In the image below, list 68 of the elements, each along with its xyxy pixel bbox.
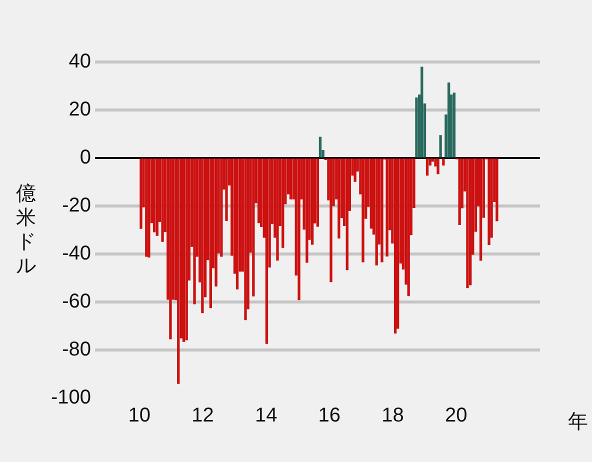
- bar: [140, 158, 142, 229]
- bar: [236, 158, 239, 290]
- bar: [330, 158, 332, 282]
- bar: [156, 158, 158, 236]
- bar: [354, 158, 356, 182]
- bar: [214, 158, 218, 286]
- x-axis-title: 年: [568, 410, 588, 435]
- bar: [407, 158, 410, 296]
- bar: [466, 158, 469, 288]
- y-tick-label: 20: [68, 98, 91, 121]
- bar: [442, 158, 445, 166]
- x-tick-label: 10: [128, 404, 151, 427]
- bar: [289, 158, 292, 200]
- y-tick-label: -100: [50, 386, 91, 409]
- bar: [276, 158, 279, 261]
- bar: [375, 158, 378, 266]
- bar: [479, 158, 482, 261]
- y-tick-label: -40: [62, 242, 91, 265]
- bar: [148, 158, 150, 258]
- bar: [225, 158, 228, 221]
- bar: [161, 158, 164, 242]
- bar: [265, 158, 268, 344]
- bar: [316, 158, 320, 227]
- x-tick-label: 20: [444, 404, 468, 427]
- bar: [152, 158, 156, 232]
- bar: [306, 158, 308, 263]
- bar: [362, 158, 364, 262]
- bar: [452, 92, 456, 158]
- bar: [252, 158, 255, 296]
- bar: [201, 158, 204, 314]
- bar: [488, 158, 490, 245]
- bar: [458, 158, 461, 226]
- bar: [346, 158, 348, 270]
- bar: [420, 66, 424, 158]
- bar: [298, 158, 300, 300]
- bar: [209, 158, 212, 308]
- bar: [469, 158, 472, 286]
- bar: [386, 158, 388, 256]
- bar: [244, 158, 247, 320]
- x-tick-label: 18: [382, 404, 404, 427]
- bar: [380, 158, 384, 262]
- y-tick-label: 0: [80, 146, 91, 169]
- bar: [177, 158, 180, 384]
- bar: [436, 158, 440, 174]
- bar: [220, 158, 223, 257]
- bar: [338, 158, 340, 238]
- y-tick-label: -80: [62, 338, 91, 361]
- bar: [415, 97, 418, 158]
- x-tick-label: 14: [254, 404, 278, 427]
- bar: [394, 158, 397, 334]
- x-tick-label: 12: [192, 404, 214, 427]
- bar: [193, 158, 196, 304]
- y-tick-label: 40: [68, 50, 91, 73]
- bar: [257, 158, 260, 224]
- bar: [282, 158, 284, 248]
- y-tick-label: -20: [62, 194, 91, 217]
- y-axis-title: 億米ドル: [15, 182, 37, 278]
- bar: [145, 158, 148, 257]
- bar: [426, 158, 429, 176]
- bar: [310, 158, 314, 245]
- bar: [447, 82, 450, 158]
- x-tick-label: 16: [318, 404, 341, 427]
- bar: [496, 158, 498, 222]
- bar: [185, 158, 188, 340]
- y-tick-label: -60: [62, 290, 91, 313]
- bar: [439, 135, 442, 158]
- bar: [318, 136, 322, 158]
- bar: [182, 158, 186, 342]
